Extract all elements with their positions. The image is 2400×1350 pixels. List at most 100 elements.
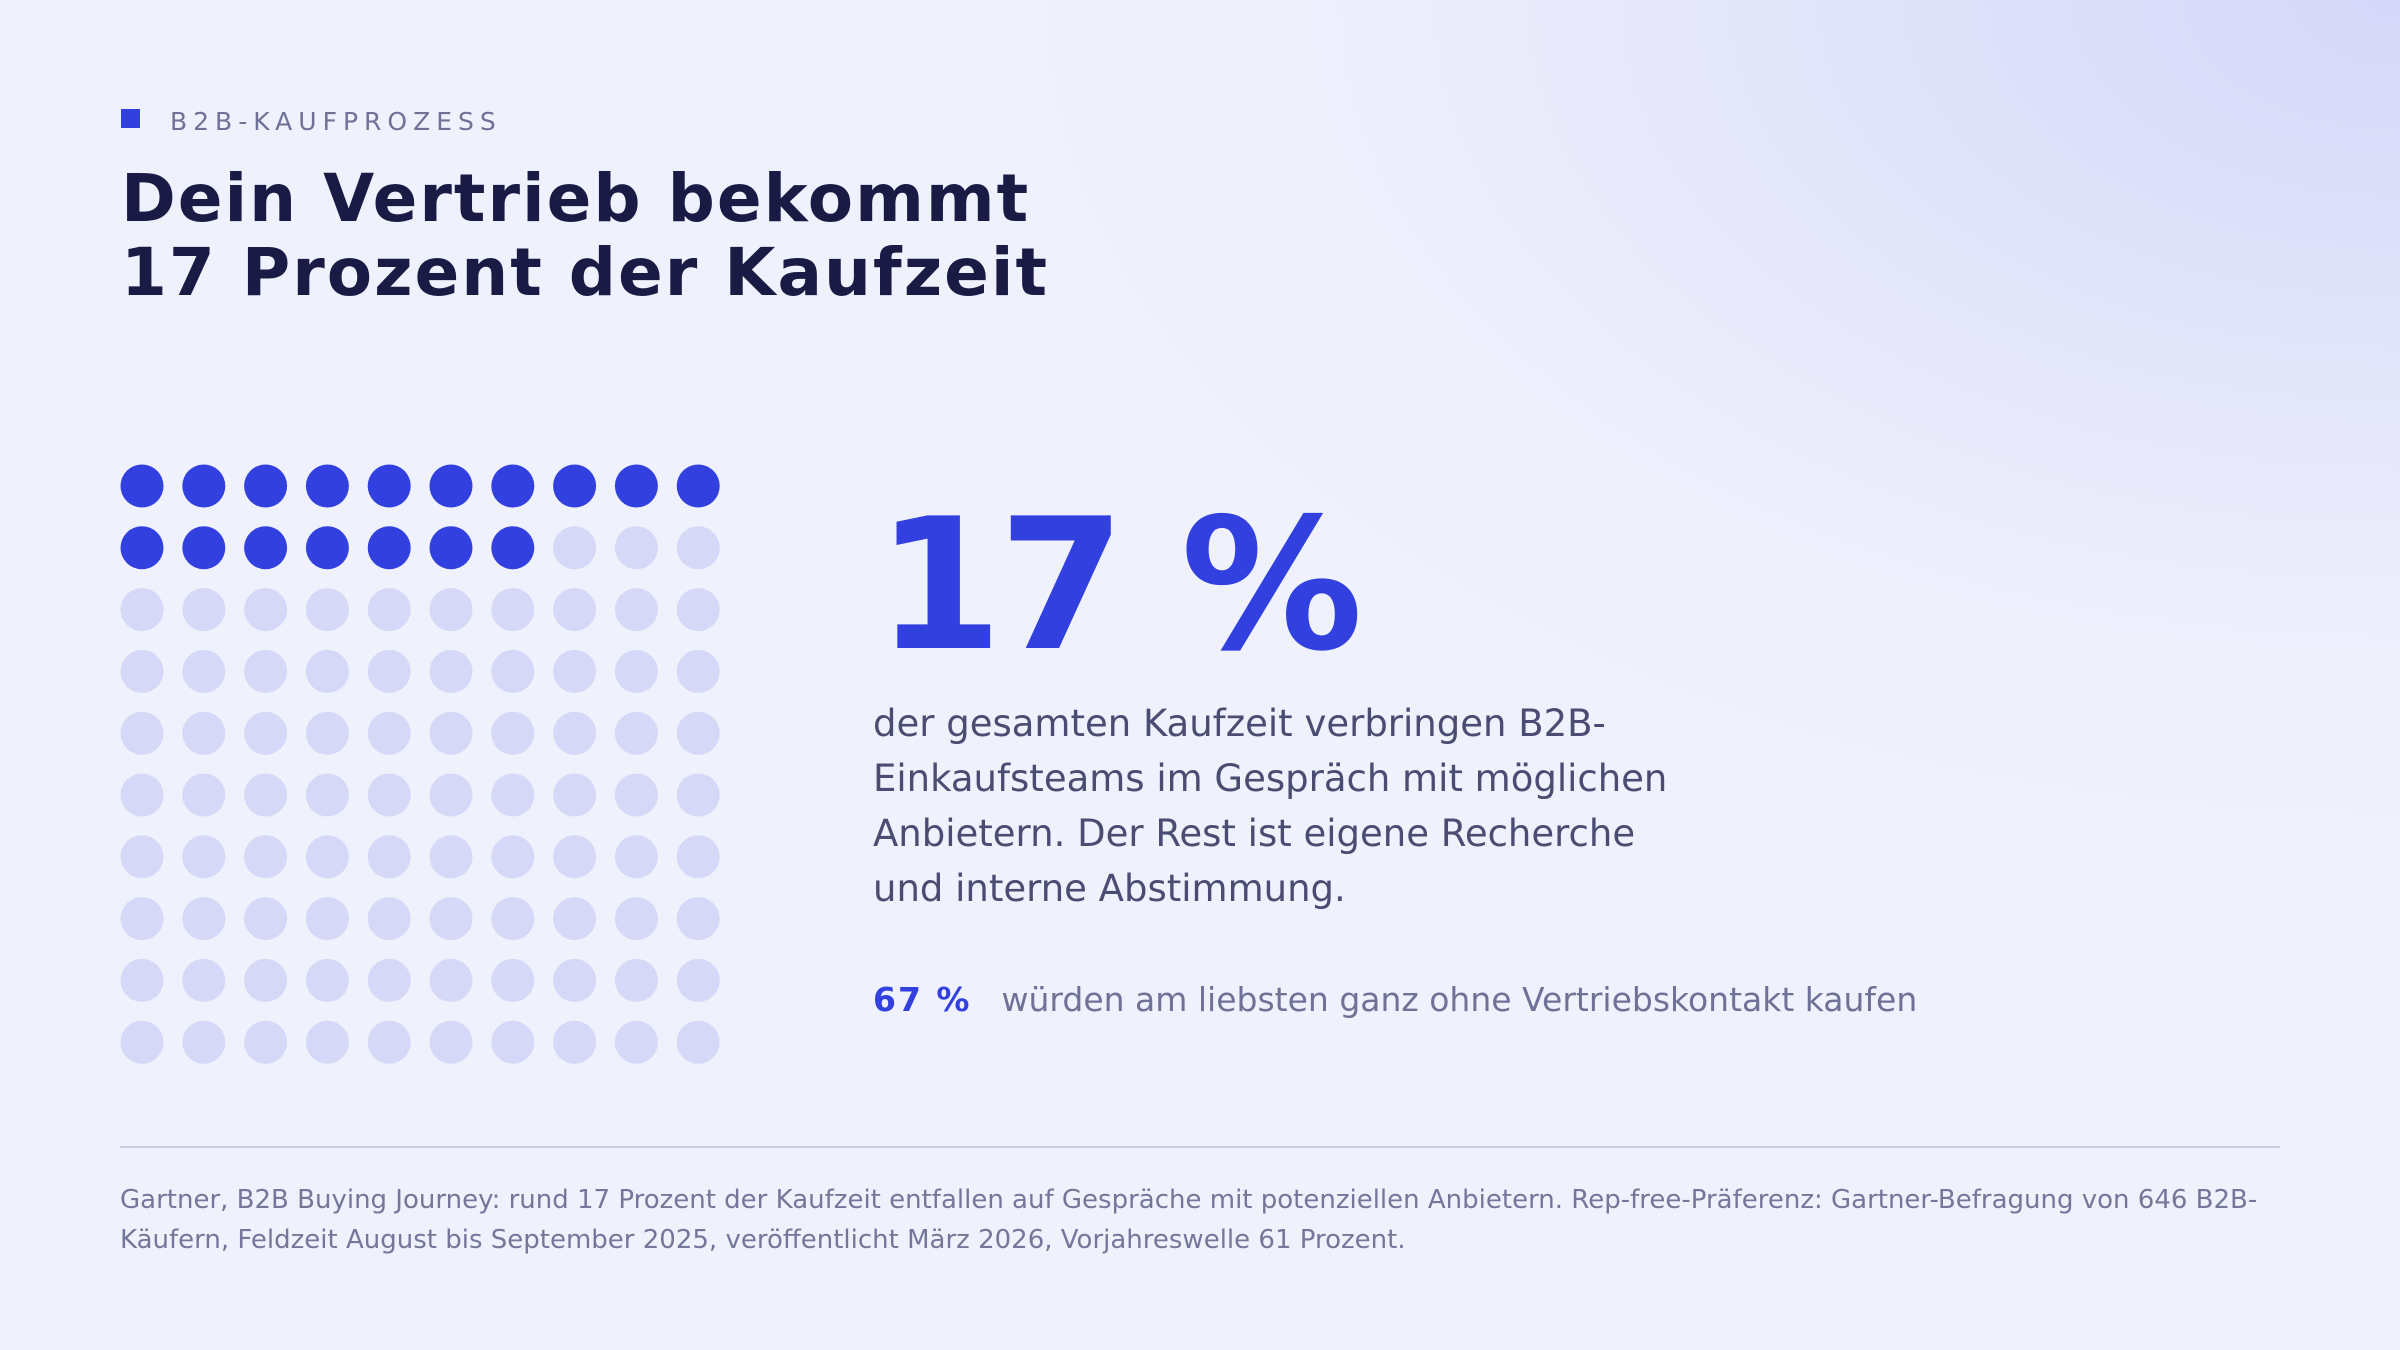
waffle-dot-empty bbox=[244, 649, 288, 693]
waffle-dot-empty bbox=[120, 588, 164, 632]
waffle-dot-filled bbox=[614, 464, 658, 508]
waffle-dot-empty bbox=[491, 958, 535, 1002]
waffle-dot-empty bbox=[429, 958, 473, 1002]
waffle-dot-empty bbox=[553, 1020, 597, 1064]
waffle-dot-empty bbox=[305, 773, 349, 817]
waffle-dot-empty bbox=[367, 588, 411, 632]
waffle-dot-empty bbox=[429, 588, 473, 632]
waffle-dot-empty bbox=[367, 649, 411, 693]
waffle-dot-empty bbox=[553, 588, 597, 632]
waffle-dot-empty bbox=[491, 773, 535, 817]
waffle-dot-filled bbox=[553, 464, 597, 508]
waffle-dot-filled bbox=[120, 526, 164, 570]
waffle-dot-empty bbox=[244, 1020, 288, 1064]
waffle-dot-filled bbox=[305, 526, 349, 570]
waffle-dot-empty bbox=[305, 835, 349, 879]
waffle-dot-empty bbox=[614, 835, 658, 879]
waffle-dot-filled bbox=[367, 526, 411, 570]
waffle-dot-empty bbox=[429, 711, 473, 755]
waffle-dot-empty bbox=[182, 835, 226, 879]
waffle-dot-empty bbox=[676, 897, 720, 941]
waffle-dot-empty bbox=[367, 958, 411, 1002]
waffle-dot-empty bbox=[429, 897, 473, 941]
waffle-dot-empty bbox=[305, 649, 349, 693]
waffle-dot-empty bbox=[244, 711, 288, 755]
waffle-dot-empty bbox=[367, 1020, 411, 1064]
eyebrow-label: B2B-KAUFPROZESS bbox=[170, 106, 502, 136]
secondary-stat: 67 % würden am liebsten ganz ohne Vertri… bbox=[873, 980, 1917, 1019]
waffle-dot-empty bbox=[553, 526, 597, 570]
main-stat-value: 17 % bbox=[876, 479, 1363, 691]
waffle-dot-empty bbox=[676, 588, 720, 632]
waffle-dot-empty bbox=[305, 711, 349, 755]
waffle-dot-empty bbox=[491, 588, 535, 632]
waffle-dot-filled bbox=[367, 464, 411, 508]
waffle-dot-empty bbox=[614, 588, 658, 632]
waffle-dot-empty bbox=[367, 773, 411, 817]
eyebrow-square-icon bbox=[121, 108, 140, 128]
waffle-dot-empty bbox=[244, 773, 288, 817]
eyebrow: B2B-KAUFPROZESS bbox=[121, 104, 502, 138]
waffle-dot-empty bbox=[491, 711, 535, 755]
waffle-dot-empty bbox=[182, 711, 226, 755]
waffle-dot-empty bbox=[553, 649, 597, 693]
waffle-dot-empty bbox=[305, 588, 349, 632]
waffle-dot-empty bbox=[305, 1020, 349, 1064]
waffle-dot-filled bbox=[429, 526, 473, 570]
waffle-dot-empty bbox=[676, 649, 720, 693]
waffle-dot-empty bbox=[244, 958, 288, 1002]
waffle-dot-empty bbox=[614, 526, 658, 570]
waffle-dot-empty bbox=[182, 649, 226, 693]
waffle-dot-filled bbox=[244, 464, 288, 508]
waffle-dot-empty bbox=[367, 835, 411, 879]
waffle-dot-empty bbox=[614, 649, 658, 693]
waffle-dot-empty bbox=[491, 835, 535, 879]
waffle-dot-empty bbox=[244, 835, 288, 879]
waffle-dot-empty bbox=[182, 588, 226, 632]
waffle-dot-filled bbox=[182, 464, 226, 508]
waffle-dot-empty bbox=[367, 897, 411, 941]
waffle-dot-empty bbox=[120, 897, 164, 941]
waffle-dot-filled bbox=[120, 464, 164, 508]
waffle-dot-empty bbox=[676, 711, 720, 755]
waffle-dot-filled bbox=[182, 526, 226, 570]
waffle-dot-empty bbox=[676, 773, 720, 817]
waffle-dot-empty bbox=[182, 897, 226, 941]
waffle-dot-filled bbox=[676, 464, 720, 508]
waffle-dot-empty bbox=[614, 958, 658, 1002]
page-title-line-1: Dein Vertrieb bekommt bbox=[121, 160, 1031, 237]
waffle-dot-empty bbox=[429, 1020, 473, 1064]
waffle-dot-empty bbox=[614, 773, 658, 817]
waffle-dot-empty bbox=[553, 958, 597, 1002]
page-title-line-2: 17 Prozent der Kaufzeit bbox=[121, 234, 1050, 311]
waffle-dot-empty bbox=[614, 897, 658, 941]
waffle-dot-empty bbox=[491, 1020, 535, 1064]
waffle-dot-empty bbox=[676, 1020, 720, 1064]
waffle-dot-filled bbox=[491, 526, 535, 570]
waffle-dot-empty bbox=[120, 1020, 164, 1064]
main-stat-description: der gesamten Kaufzeit verbringen B2B-Ein… bbox=[873, 702, 1668, 910]
divider bbox=[120, 1146, 2280, 1148]
waffle-dot-empty bbox=[676, 958, 720, 1002]
waffle-dot-empty bbox=[491, 649, 535, 693]
waffle-dot-empty bbox=[244, 897, 288, 941]
waffle-dot-empty bbox=[120, 835, 164, 879]
waffle-dot-empty bbox=[429, 835, 473, 879]
waffle-dot-empty bbox=[553, 711, 597, 755]
waffle-dot-empty bbox=[676, 835, 720, 879]
waffle-dot-filled bbox=[429, 464, 473, 508]
waffle-dot-filled bbox=[244, 526, 288, 570]
source-footnote: Gartner, B2B Buying Journey: rund 17 Pro… bbox=[120, 1185, 2258, 1255]
waffle-dot-filled bbox=[305, 464, 349, 508]
waffle-dot-empty bbox=[182, 1020, 226, 1064]
waffle-dot-empty bbox=[244, 588, 288, 632]
waffle-dot-empty bbox=[553, 773, 597, 817]
waffle-dot-filled bbox=[491, 464, 535, 508]
secondary-stat-value: 67 % bbox=[873, 980, 972, 1019]
waffle-dot-empty bbox=[120, 649, 164, 693]
page-title: Dein Vertrieb bekommt 17 Prozent der Kau… bbox=[121, 162, 1221, 310]
waffle-dot-empty bbox=[553, 897, 597, 941]
waffle-dot-empty bbox=[676, 526, 720, 570]
waffle-dot-empty bbox=[182, 773, 226, 817]
secondary-stat-text: würden am liebsten ganz ohne Vertriebsko… bbox=[1001, 980, 1918, 1019]
